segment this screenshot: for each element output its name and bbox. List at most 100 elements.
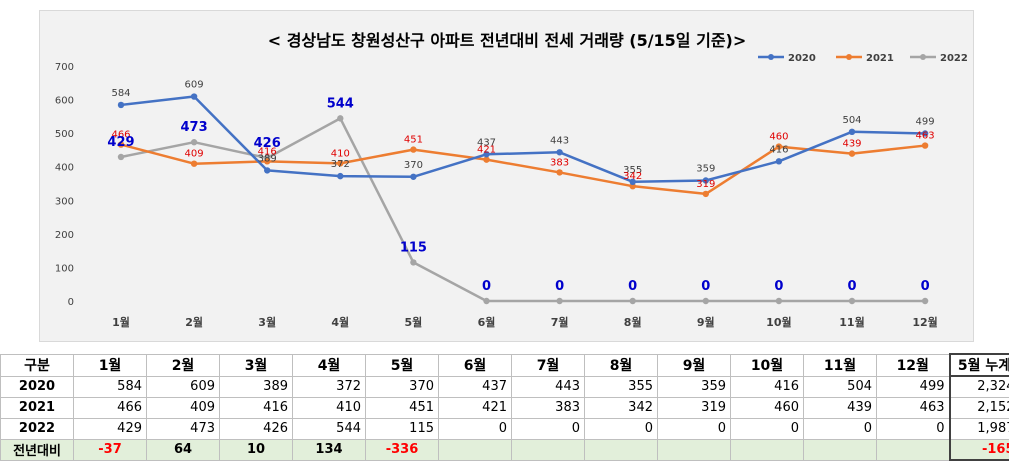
point-2020 <box>337 172 344 180</box>
point-2022 <box>117 153 125 161</box>
y-tick-label: 200 <box>55 230 74 241</box>
data-label-2021: 416 <box>258 146 277 157</box>
x-tick-label: 1월 <box>112 315 130 329</box>
table-cell: 460 <box>730 396 804 419</box>
table-cell: 504 <box>803 375 877 398</box>
chart-title: < 경상남도 창원성산구 아파트 전년대비 전세 거래량 (5/15일 기준)> <box>268 31 747 50</box>
diff-cell <box>511 438 585 461</box>
table-cell: 451 <box>365 396 439 419</box>
legend-label-2022: 2022 <box>940 53 968 64</box>
chart-area: < 경상남도 창원성산구 아파트 전년대비 전세 거래량 (5/15일 기준)>… <box>39 10 974 342</box>
data-label-2021: 463 <box>916 131 935 142</box>
x-tick-label: 5월 <box>405 315 423 329</box>
diff-cell: 134 <box>292 438 366 461</box>
legend-marker-2020 <box>768 54 774 60</box>
data-label-2021: 410 <box>331 148 350 159</box>
diff-cell: -37 <box>73 438 147 461</box>
data-label-2021: 319 <box>696 179 715 190</box>
table-cell: 609 <box>146 375 220 398</box>
data-label-2020: 504 <box>842 115 861 126</box>
legend-label-2020: 2020 <box>788 53 816 64</box>
table-row: 2021 466 409 416 410 451 421 383 342 319 460 439 463… <box>0 396 1009 419</box>
point-2022 <box>848 297 856 305</box>
x-tick-label: 6월 <box>478 315 496 329</box>
data-label-2021: 409 <box>185 149 204 160</box>
data-label-2022: 0 <box>774 279 783 294</box>
data-label-2020: 389 <box>258 153 277 164</box>
table-cell: 359 <box>657 375 731 398</box>
table-header-month: 1월 <box>73 353 147 377</box>
table-header-month: 2월 <box>146 353 220 377</box>
diff-cell: 64 <box>146 438 220 461</box>
data-label-2020: 499 <box>916 116 935 127</box>
table-cell: 416 <box>730 375 804 398</box>
y-tick-label: 500 <box>55 129 74 140</box>
data-label-2020: 584 <box>111 88 130 99</box>
data-label-2020: 355 <box>623 165 642 176</box>
diff-cell <box>438 438 512 461</box>
point-2021 <box>117 141 125 148</box>
point-2021 <box>264 158 271 165</box>
table-cell: 416 <box>219 396 293 419</box>
point-2020 <box>117 101 125 109</box>
data-label-2022: 0 <box>555 279 564 294</box>
data-label-2022: 0 <box>628 279 637 294</box>
data-label-2020: 370 <box>404 160 423 171</box>
data-label-2021: 439 <box>842 139 861 150</box>
x-tick-label: 9월 <box>697 315 715 329</box>
point-2020 <box>921 130 929 137</box>
point-2020 <box>775 158 783 165</box>
y-tick-label: 300 <box>55 196 74 207</box>
point-2022 <box>410 259 417 266</box>
data-label-2022: 0 <box>482 279 491 294</box>
point-2021 <box>775 143 783 150</box>
row-label: 2020 <box>0 375 74 398</box>
point-2020 <box>556 149 563 156</box>
table-cell: 355 <box>584 375 658 398</box>
line-chart: < 경상남도 창원성산구 아파트 전년대비 전세 거래량 (5/15일 기준)>… <box>55 31 968 329</box>
point-2021 <box>848 150 856 157</box>
table-cell: 426 <box>219 417 293 440</box>
diff-cell <box>803 438 877 461</box>
legend-marker-2021 <box>846 54 852 60</box>
data-label-2022: 544 <box>327 96 354 111</box>
y-tick-label: 100 <box>55 263 74 274</box>
data-label-2021: 421 <box>477 145 496 156</box>
table-header-month: 11월 <box>803 353 877 377</box>
point-2021 <box>921 142 929 149</box>
diff-cell: 10 <box>219 438 293 461</box>
data-label-2020: 372 <box>331 159 350 170</box>
data-label-2022: 473 <box>181 120 208 135</box>
point-2022 <box>775 297 783 305</box>
data-label-2022: 115 <box>400 240 427 255</box>
table-cell: 466 <box>73 396 147 419</box>
table-cell: 499 <box>876 375 950 398</box>
point-2022 <box>556 297 563 305</box>
table-cell: 0 <box>584 417 658 440</box>
table-total-cell: 2,324 <box>948 375 1009 398</box>
table-cell: 421 <box>438 396 512 419</box>
x-tick-label: 3월 <box>258 315 276 329</box>
diff-cell <box>584 438 658 461</box>
table-cell: 443 <box>511 375 585 398</box>
table-cell: 0 <box>876 417 950 440</box>
point-2022 <box>190 139 198 146</box>
point-2022 <box>702 297 709 305</box>
row-label: 전년대비 <box>0 438 74 461</box>
y-tick-label: 0 <box>68 297 74 308</box>
table-cell: 0 <box>657 417 731 440</box>
table-cell: 437 <box>438 375 512 398</box>
x-tick-label: 10월 <box>766 315 791 329</box>
table-total-cell: 2,152 <box>948 396 1009 419</box>
data-label-2021: 451 <box>404 135 423 146</box>
series-line-2020 <box>120 95 926 184</box>
point-2020 <box>264 167 271 174</box>
x-tick-label: 7월 <box>551 315 569 329</box>
x-tick-label: 11월 <box>839 315 864 329</box>
point-2020 <box>848 128 856 135</box>
data-label-2022: 0 <box>701 279 710 294</box>
data-label-2022: 0 <box>921 279 930 294</box>
diff-cell <box>657 438 731 461</box>
x-tick-label: 4월 <box>331 315 349 329</box>
